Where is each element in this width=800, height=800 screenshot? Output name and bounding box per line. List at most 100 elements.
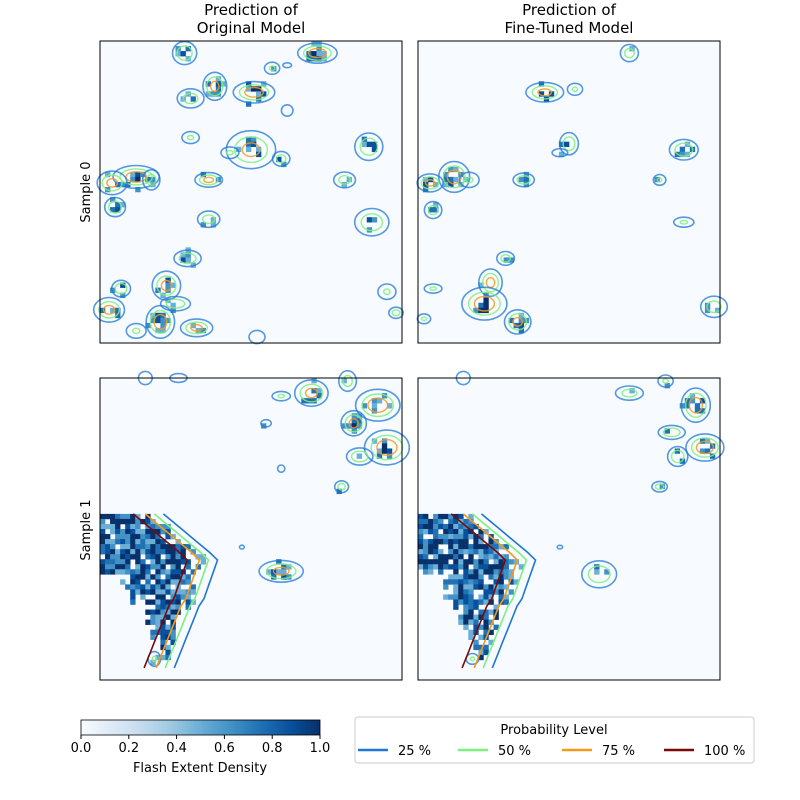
contour-50	[299, 383, 324, 403]
contour-50	[706, 300, 722, 314]
contour-25	[423, 283, 443, 294]
heat-cell	[160, 594, 166, 600]
contour-50	[516, 174, 531, 185]
contour-25	[416, 313, 432, 325]
heat-cell	[170, 614, 176, 620]
heat-cell	[100, 564, 106, 570]
heat-cell	[160, 614, 166, 620]
heat-cell	[381, 438, 388, 444]
heat-cell	[498, 589, 504, 595]
heat-cell	[453, 518, 459, 525]
heat-cell	[423, 544, 429, 550]
heat-cell	[498, 574, 504, 580]
contour-75	[688, 396, 703, 414]
heat-cell	[443, 554, 449, 560]
contour-50	[206, 76, 224, 97]
col-title-0-line1: Prediction of	[204, 1, 298, 19]
heat-cell	[165, 589, 171, 595]
heat-cell	[256, 146, 262, 153]
contour-50	[654, 483, 665, 491]
heat-cell	[150, 518, 156, 525]
coast-contour-75	[144, 513, 201, 669]
heat-cell	[170, 554, 176, 560]
heat-cell	[453, 599, 459, 605]
heat-cell	[220, 81, 227, 87]
heat-cell	[135, 549, 141, 555]
heat-cell	[245, 136, 252, 142]
contour-50	[482, 272, 500, 293]
heat-cell	[366, 217, 373, 223]
contour-50	[178, 252, 197, 265]
heat-cell	[110, 564, 116, 570]
heat-cell	[150, 317, 156, 324]
heat-cell	[165, 579, 171, 585]
contour-25	[657, 424, 687, 441]
heat-cell	[115, 539, 121, 545]
heat-cell	[433, 518, 439, 525]
heat-cell	[165, 523, 171, 530]
heat-cell	[120, 579, 126, 585]
heat-cell	[356, 423, 363, 429]
contour-75	[272, 566, 290, 576]
heat-cell	[453, 604, 459, 610]
heat-cell	[135, 539, 141, 545]
heat-cell	[463, 614, 469, 620]
contour-75	[203, 176, 215, 184]
heat-cell	[381, 443, 388, 449]
heat-cell	[371, 398, 378, 404]
heat-cell	[604, 569, 610, 575]
row-label-1: Sample 1	[79, 499, 94, 560]
heat-cell	[423, 523, 429, 530]
heat-cell	[664, 383, 670, 389]
contour-25	[699, 295, 729, 319]
contour-25	[387, 306, 404, 320]
heat-cell	[523, 171, 530, 178]
contour-25	[258, 559, 305, 583]
heat-cell	[180, 579, 186, 585]
heat-cell	[376, 453, 383, 459]
heat-cell	[478, 654, 484, 661]
contour-75	[102, 304, 116, 315]
heat-cell	[150, 529, 156, 535]
heat-cell	[170, 549, 176, 555]
contour-50	[690, 437, 719, 458]
col-title-1-line1: Prediction of	[522, 1, 616, 19]
heat-cell	[463, 604, 469, 610]
heat-cell	[130, 549, 136, 555]
heat-cell	[160, 564, 166, 570]
legend: Probability Level 25 % 50 % 75 % 100 %	[354, 716, 755, 764]
heat-cell	[483, 584, 489, 590]
heat-cell	[473, 619, 479, 625]
heat-cell	[458, 549, 464, 555]
heat-cell	[594, 569, 600, 575]
heat-cell	[125, 569, 131, 575]
heat-cell	[483, 589, 489, 595]
heat-cell	[256, 91, 262, 97]
heat-cell	[175, 589, 181, 595]
heat-cell	[125, 523, 131, 530]
heat-cell	[488, 574, 494, 580]
heat-cell	[478, 544, 484, 550]
heat-cell	[473, 599, 479, 605]
heat-cell	[135, 544, 141, 550]
heat-cell	[135, 569, 141, 575]
heat-cell	[463, 579, 469, 585]
heat-cell	[160, 654, 166, 661]
heat-cell	[448, 579, 454, 585]
heat-cell	[311, 51, 317, 57]
heat-cell	[473, 539, 479, 545]
heat-cell	[110, 197, 116, 203]
coast-contour-25	[162, 513, 219, 669]
heat-cell	[210, 91, 217, 97]
contour-25	[363, 429, 411, 466]
heat-cell	[130, 529, 136, 535]
heat-cell	[180, 549, 186, 555]
contour-75	[209, 80, 220, 93]
heat-cell	[105, 569, 111, 575]
heat-cell	[418, 559, 424, 565]
heat-cell	[351, 423, 357, 429]
heat-cell	[483, 569, 489, 575]
heat-cell	[130, 518, 136, 525]
heat-cell	[458, 599, 464, 605]
heat-cell	[130, 589, 136, 595]
